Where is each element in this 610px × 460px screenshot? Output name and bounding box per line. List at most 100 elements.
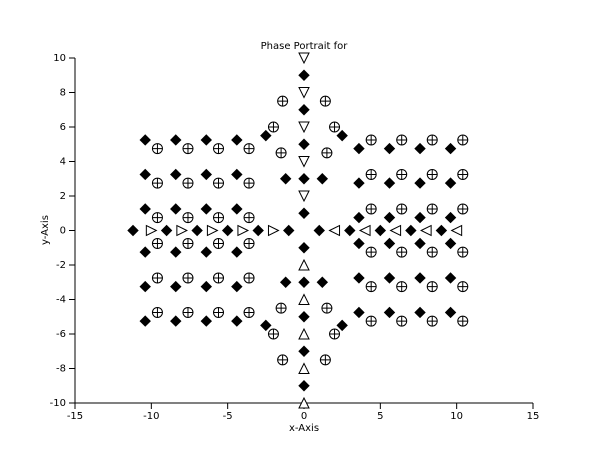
point (365, 169, 377, 180)
point (237, 224, 250, 237)
point (151, 272, 163, 284)
point (298, 311, 310, 323)
point (450, 224, 463, 237)
point (365, 281, 377, 292)
point (383, 211, 396, 224)
point (200, 315, 213, 327)
point (396, 281, 408, 292)
point (213, 238, 225, 249)
point (231, 246, 243, 258)
point (365, 246, 377, 258)
point (353, 272, 365, 284)
point (298, 293, 310, 305)
point (145, 224, 158, 237)
point (414, 237, 426, 250)
x-tick-label: 0 (301, 411, 307, 422)
point (170, 246, 182, 258)
point (365, 315, 377, 327)
point (182, 212, 194, 223)
point (383, 142, 396, 155)
point (298, 138, 310, 150)
point (383, 237, 396, 250)
y-tick-label: 6 (60, 122, 66, 133)
point (298, 362, 310, 374)
point (365, 203, 377, 215)
point (298, 69, 310, 81)
point (200, 280, 213, 293)
point (182, 177, 194, 189)
point (353, 177, 365, 189)
point (160, 224, 173, 237)
point (426, 315, 438, 327)
point (182, 272, 194, 284)
point (151, 307, 163, 318)
y-tick-label: 8 (60, 88, 66, 99)
point (358, 224, 371, 237)
point (200, 246, 213, 258)
point (298, 276, 310, 288)
y-tick-label: 2 (60, 191, 66, 202)
point (139, 280, 151, 293)
point (298, 327, 310, 340)
point (353, 142, 365, 155)
point (182, 307, 194, 318)
point (426, 281, 438, 292)
x-axis-label: x-Axis (289, 423, 319, 434)
point (267, 121, 279, 133)
point (353, 306, 365, 319)
point (405, 224, 417, 237)
point (279, 276, 292, 288)
point (151, 143, 163, 154)
x-tick-label: 10 (450, 411, 463, 422)
point (231, 134, 243, 146)
point (151, 238, 163, 249)
point (353, 211, 365, 224)
x-tick-label: 15 (527, 411, 540, 422)
point (243, 238, 255, 249)
point (321, 147, 333, 159)
point (231, 168, 243, 181)
point (298, 52, 310, 65)
point (383, 272, 396, 284)
point (321, 302, 333, 314)
point (275, 302, 287, 314)
point (243, 212, 255, 223)
point (328, 224, 341, 237)
point (200, 203, 213, 215)
point (426, 203, 438, 215)
point (444, 177, 457, 189)
y-tick-label: 10 (53, 53, 66, 64)
x-tick-label: -5 (223, 411, 233, 422)
point (200, 134, 213, 146)
point (389, 224, 402, 237)
point (170, 315, 182, 327)
point (426, 169, 438, 180)
point (329, 121, 341, 133)
point (260, 319, 272, 332)
point (426, 246, 438, 258)
point (426, 134, 438, 146)
point (365, 134, 377, 146)
point (457, 281, 469, 292)
point (298, 380, 310, 392)
point (396, 134, 408, 146)
point (444, 237, 457, 250)
point (298, 242, 310, 254)
point (316, 173, 329, 185)
point (457, 169, 469, 180)
point (319, 354, 331, 366)
point (316, 276, 329, 288)
point (336, 129, 348, 142)
point (170, 280, 182, 293)
y-tick-label: -8 (56, 364, 66, 375)
point (444, 142, 457, 155)
point (396, 246, 408, 258)
point (353, 237, 365, 250)
point (336, 319, 348, 332)
point (231, 280, 243, 293)
point (267, 328, 279, 340)
point (298, 121, 310, 134)
point (221, 224, 234, 237)
point (420, 224, 432, 237)
